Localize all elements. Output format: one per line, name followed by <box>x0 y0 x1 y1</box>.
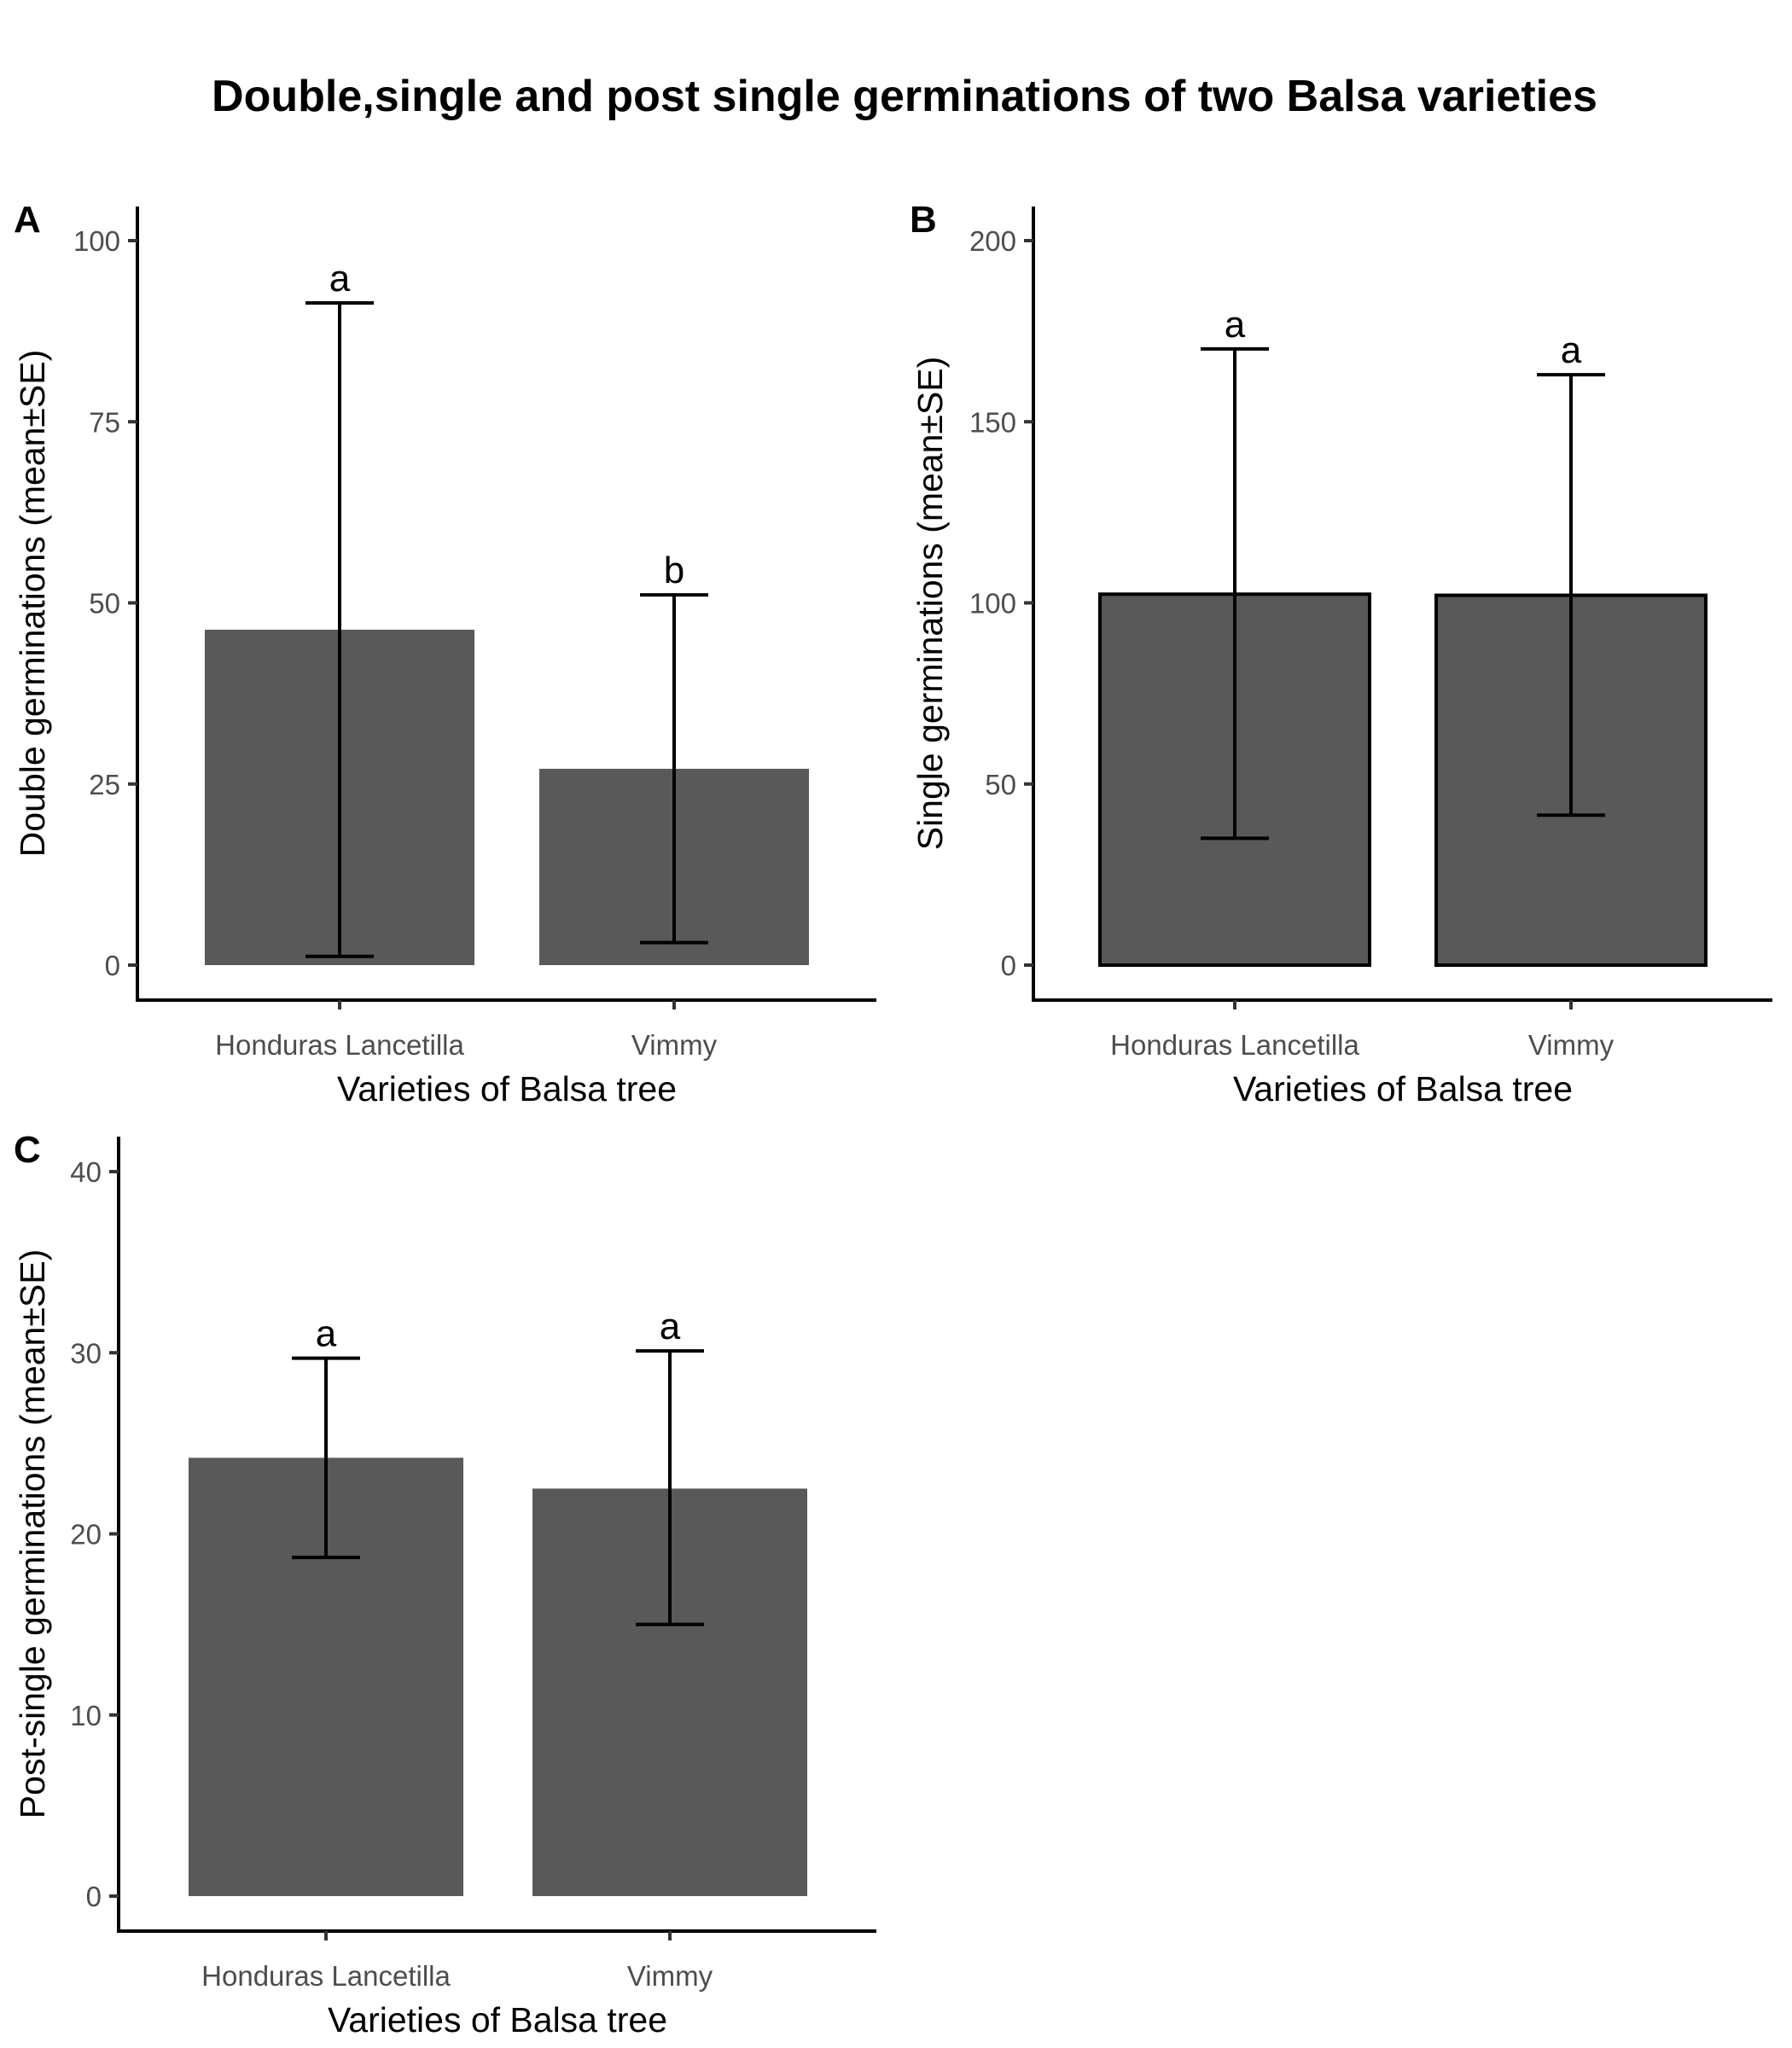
y-tick-label: 50 <box>89 588 120 620</box>
significance-letter: a <box>660 1306 681 1347</box>
panel-tag: A <box>14 199 41 241</box>
x-tick-label: Vimmy <box>627 1960 713 1992</box>
x-axis-title: Varieties of Balsa tree <box>1233 1069 1573 1108</box>
error-bar: a <box>305 258 374 958</box>
x-tick-label: Vimmy <box>631 1029 718 1061</box>
panel-tag: B <box>910 199 937 241</box>
y-tick-label: 150 <box>969 406 1016 438</box>
error-bar: a <box>1537 329 1605 817</box>
y-axis-title: Single germinations (mean±SE) <box>911 357 950 851</box>
significance-letter: a <box>1561 329 1582 371</box>
significance-letter: a <box>316 1313 337 1355</box>
y-tick-label: 40 <box>70 1156 102 1188</box>
y-axis-title: Double germinations (mean±SE) <box>13 350 52 858</box>
y-tick-label: 100 <box>73 225 120 257</box>
significance-letter: b <box>664 550 684 591</box>
x-tick-label: Honduras Lancetilla <box>215 1029 464 1061</box>
y-tick-label: 0 <box>1001 950 1016 981</box>
panel-a: Aa b 0 25 50 75 100 Honduras Lancetilla Vimmy Var… <box>13 199 876 1108</box>
y-tick-label: 200 <box>969 225 1016 257</box>
panel-c: Ca a 0 10 20 30 40 Honduras Lancetilla Vimmy Vari… <box>13 1129 876 2039</box>
y-tick-label: 75 <box>89 406 120 438</box>
y-tick-label: 25 <box>89 769 120 800</box>
error-bar: a <box>292 1313 360 1560</box>
y-axis-title: Post-single germinations (mean±SE) <box>13 1249 52 1818</box>
y-tick-label: 30 <box>70 1337 102 1369</box>
panel-tag: C <box>14 1129 41 1171</box>
error-bar: a <box>636 1306 704 1626</box>
y-tick-label: 20 <box>70 1519 102 1551</box>
x-axis-title: Varieties of Balsa tree <box>328 2000 667 2039</box>
panel-b: Ba a 0 50 100 150 200 Honduras Lancetilla Vimmy V… <box>910 199 1772 1108</box>
significance-letter: a <box>329 258 351 300</box>
x-tick-label: Honduras Lancetilla <box>201 1960 451 1992</box>
y-tick-label: 100 <box>969 588 1016 620</box>
figure-title: Double,single and post single germinatio… <box>212 72 1597 121</box>
error-bar: b <box>640 550 708 945</box>
x-tick-label: Honduras Lancetilla <box>1110 1029 1359 1061</box>
y-tick-label: 0 <box>105 950 120 981</box>
y-tick-label: 50 <box>985 769 1016 800</box>
x-tick-label: Vimmy <box>1528 1029 1615 1061</box>
y-tick-label: 10 <box>70 1700 102 1731</box>
y-tick-label: 0 <box>86 1881 102 1912</box>
x-axis-title: Varieties of Balsa tree <box>337 1069 677 1108</box>
error-bar: a <box>1201 304 1269 841</box>
significance-letter: a <box>1225 304 1246 346</box>
